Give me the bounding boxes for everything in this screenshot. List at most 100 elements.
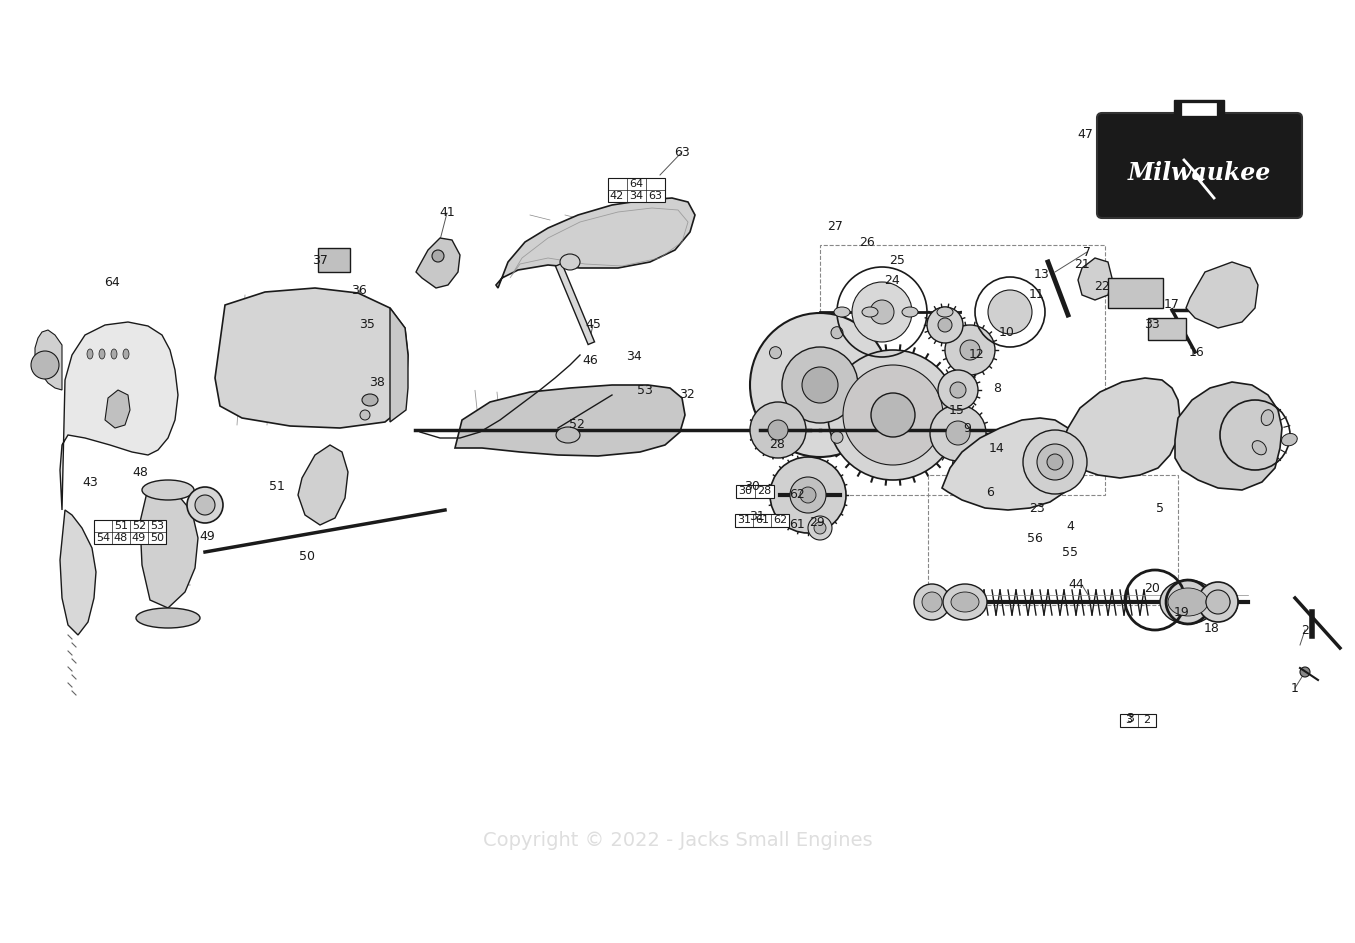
Bar — [1182, 103, 1215, 115]
Ellipse shape — [808, 516, 832, 540]
Text: 31: 31 — [749, 510, 764, 523]
Ellipse shape — [87, 349, 93, 359]
Text: 52: 52 — [569, 419, 585, 432]
Ellipse shape — [814, 522, 827, 534]
Text: 48: 48 — [131, 467, 148, 479]
Polygon shape — [60, 322, 178, 510]
Ellipse shape — [870, 300, 894, 324]
Polygon shape — [1186, 262, 1257, 328]
Text: 31: 31 — [737, 515, 751, 525]
Ellipse shape — [1023, 430, 1087, 494]
Ellipse shape — [770, 411, 782, 423]
Ellipse shape — [1168, 588, 1209, 616]
Ellipse shape — [1037, 444, 1073, 480]
Ellipse shape — [782, 347, 858, 423]
Text: 48: 48 — [114, 533, 129, 543]
Polygon shape — [298, 445, 348, 525]
Bar — [93, 520, 167, 544]
Ellipse shape — [938, 318, 953, 332]
Ellipse shape — [921, 592, 942, 612]
Bar — [1148, 318, 1186, 340]
Text: 42: 42 — [610, 191, 625, 201]
Ellipse shape — [1206, 590, 1230, 614]
Ellipse shape — [852, 282, 912, 342]
Text: 17: 17 — [1164, 299, 1180, 311]
Text: 25: 25 — [889, 254, 905, 267]
Ellipse shape — [142, 480, 194, 500]
Ellipse shape — [111, 349, 117, 359]
Text: 28: 28 — [770, 438, 785, 452]
Bar — [820, 245, 1104, 495]
Text: 7: 7 — [1083, 245, 1091, 258]
Ellipse shape — [831, 326, 843, 339]
Ellipse shape — [927, 307, 963, 343]
Polygon shape — [1175, 382, 1282, 490]
Ellipse shape — [915, 584, 950, 620]
Text: 33: 33 — [1144, 319, 1160, 332]
Bar — [734, 514, 789, 526]
Text: 24: 24 — [883, 273, 900, 287]
Ellipse shape — [938, 307, 953, 317]
Ellipse shape — [99, 349, 104, 359]
Bar — [1108, 278, 1163, 308]
Text: 34: 34 — [626, 351, 642, 363]
Ellipse shape — [31, 351, 60, 379]
Text: 43: 43 — [83, 476, 98, 489]
Text: 18: 18 — [1205, 621, 1220, 635]
Text: 51: 51 — [270, 481, 285, 493]
Polygon shape — [1079, 258, 1112, 300]
Text: 44: 44 — [1068, 578, 1084, 591]
Text: 29: 29 — [809, 517, 825, 530]
Polygon shape — [455, 385, 686, 456]
Text: 63: 63 — [675, 145, 690, 158]
Ellipse shape — [1047, 454, 1064, 470]
Text: 27: 27 — [827, 221, 843, 234]
Ellipse shape — [770, 457, 846, 533]
Ellipse shape — [1262, 409, 1274, 425]
Polygon shape — [1062, 378, 1180, 478]
Text: 49: 49 — [131, 533, 146, 543]
Text: 12: 12 — [969, 349, 985, 361]
Ellipse shape — [930, 405, 986, 461]
Text: 21: 21 — [1075, 258, 1089, 272]
Text: 46: 46 — [583, 354, 598, 367]
Text: 34: 34 — [629, 191, 644, 201]
Ellipse shape — [938, 370, 978, 410]
Ellipse shape — [988, 290, 1033, 334]
Text: 14: 14 — [989, 441, 1005, 455]
Polygon shape — [390, 308, 408, 422]
Ellipse shape — [790, 477, 827, 513]
Text: 52: 52 — [131, 521, 146, 531]
Ellipse shape — [946, 421, 970, 445]
Ellipse shape — [831, 431, 843, 443]
Text: 23: 23 — [1030, 502, 1045, 515]
Text: 30: 30 — [738, 486, 752, 496]
Text: Copyright © 2022 - Jacks Small Engines: Copyright © 2022 - Jacks Small Engines — [482, 831, 873, 850]
Text: 61: 61 — [789, 518, 805, 531]
Ellipse shape — [123, 349, 129, 359]
Text: 32: 32 — [679, 389, 695, 402]
Ellipse shape — [1299, 667, 1310, 677]
Text: 37: 37 — [312, 254, 328, 267]
Text: 53: 53 — [150, 521, 164, 531]
Text: 62: 62 — [789, 488, 805, 501]
Ellipse shape — [770, 347, 782, 358]
Ellipse shape — [360, 410, 370, 420]
Text: 50: 50 — [299, 551, 314, 564]
Text: 36: 36 — [351, 284, 367, 296]
Text: 13: 13 — [1034, 269, 1050, 282]
Ellipse shape — [944, 325, 995, 375]
Ellipse shape — [1198, 582, 1238, 622]
Text: 11: 11 — [1030, 289, 1045, 302]
Text: 15: 15 — [948, 404, 965, 417]
Polygon shape — [1102, 118, 1297, 213]
Ellipse shape — [136, 608, 201, 628]
Ellipse shape — [959, 340, 980, 360]
Text: 1: 1 — [1291, 682, 1299, 694]
Text: 38: 38 — [369, 376, 385, 389]
Ellipse shape — [1160, 580, 1215, 624]
Text: 3: 3 — [1126, 712, 1134, 724]
Text: 53: 53 — [637, 384, 653, 396]
Bar — [928, 475, 1177, 605]
Polygon shape — [1173, 100, 1224, 118]
